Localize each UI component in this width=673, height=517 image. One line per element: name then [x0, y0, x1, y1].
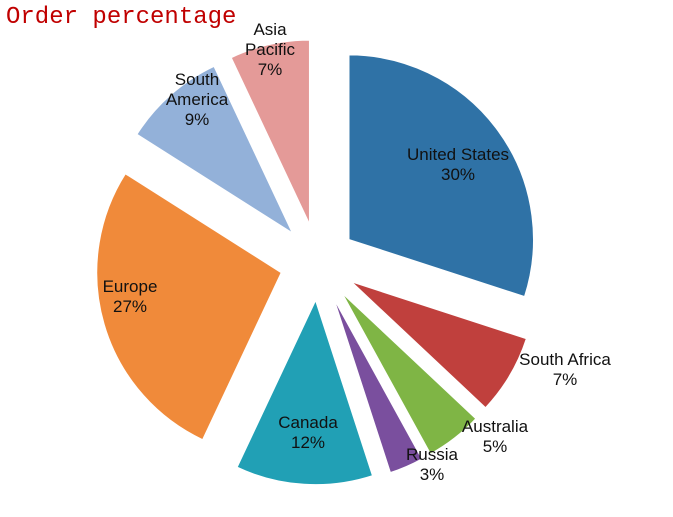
- slice-label: Russia 3%: [406, 445, 459, 484]
- slice-label: Europe 27%: [103, 277, 158, 316]
- pie-slice-united-states: [347, 53, 535, 298]
- slice-label: South Africa 7%: [519, 350, 611, 389]
- slice-label: Australia 5%: [462, 417, 529, 456]
- slice-label: Asia Pacific 7%: [245, 20, 296, 79]
- pie-slice-europe: [95, 172, 283, 441]
- pie-slice-asia-pacific: [229, 39, 311, 226]
- pie-slice-canada: [235, 297, 374, 486]
- pie-slice-south-africa: [350, 280, 528, 410]
- pie-slice-russia: [332, 296, 424, 474]
- slice-label: South America 9%: [166, 70, 229, 129]
- pie-slice-south-america: [135, 65, 295, 236]
- chart-title: Order percentage: [6, 4, 237, 31]
- slice-label: United States 30%: [407, 145, 509, 184]
- pie-slice-australia: [340, 291, 478, 456]
- slice-label: Canada 12%: [278, 413, 338, 452]
